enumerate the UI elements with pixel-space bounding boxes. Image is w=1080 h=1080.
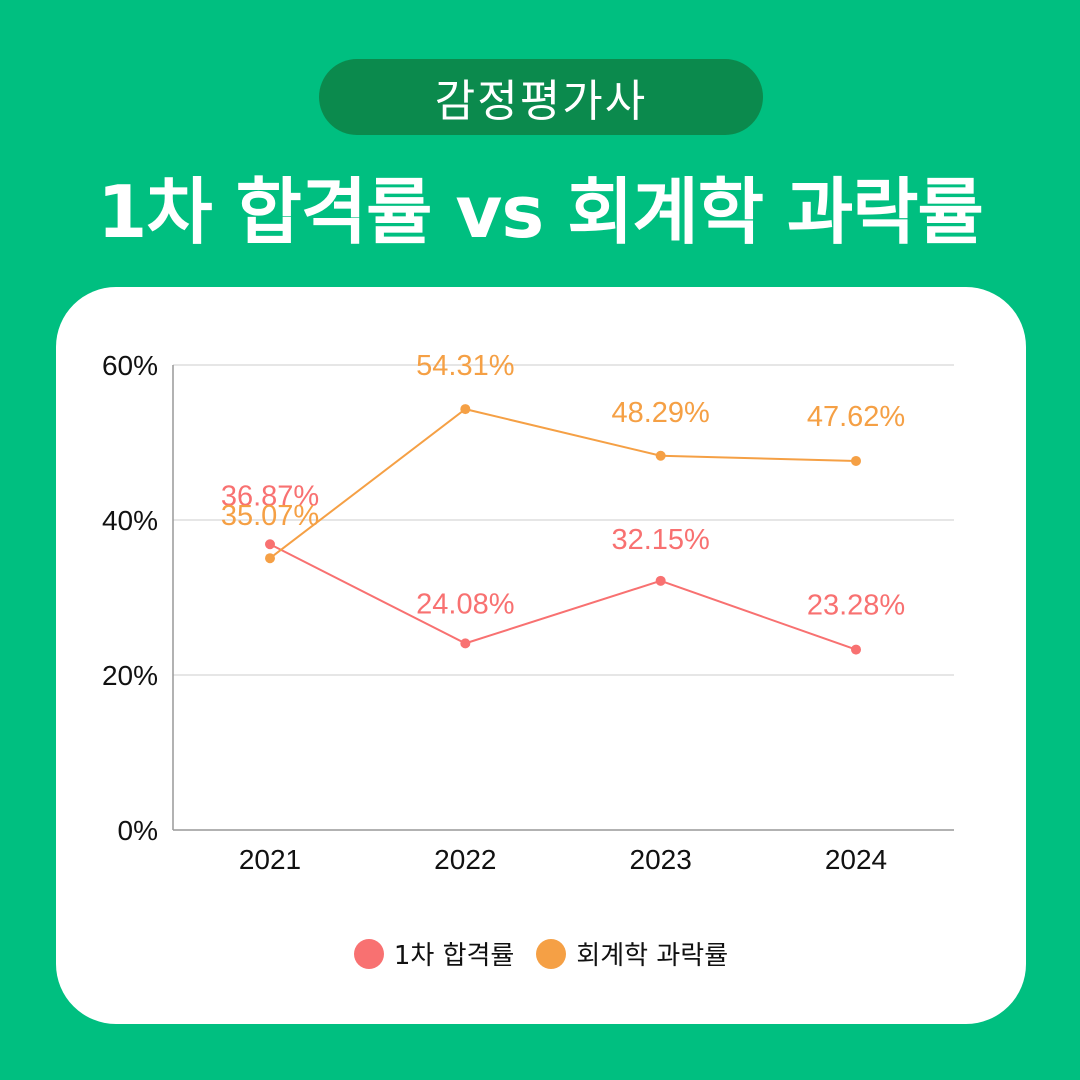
category-badge: 감정평가사 [319,59,763,135]
x-tick-label: 2023 [630,844,692,875]
axis-layer: 0% 20% 40% 60% 2021 2022 2023 2024 [102,350,954,875]
series-line-0 [269,543,857,651]
data-point-s1-2024 [851,455,861,466]
series-points [265,404,861,655]
data-label-s0-2024: 23.28% [807,590,905,622]
line-chart: 0% 20% 40% 60% 2021 2022 2023 2024 36.87% 24.08%… [102,350,954,875]
y-tick-label: 60% [102,350,158,381]
data-label-s0-2021: 36.87% [221,480,319,512]
data-label-s1-2022: 54.31% [416,350,514,382]
data-labels: 36.87% 24.08% 32.15% 23.28% 35.07% 54.31% 48.2… [221,350,905,621]
data-label-s1-2021: 35.07% [221,500,319,532]
data-point-s0-2021 [265,539,275,550]
series-line-1 [269,408,857,560]
y-tick-label: 20% [102,660,158,691]
legend-marker-fail-rate [536,938,567,969]
data-point-s1-2022 [460,404,471,415]
grid-layer [173,364,954,676]
data-label-s1-2023: 48.29% [611,397,709,429]
legend-label-pass-rate: 1차 합격률 [393,941,515,971]
y-tick-label: 0% [118,815,158,846]
legend-label-fail-rate: 회계학 과락률 [576,941,729,971]
data-label-s0-2023: 32.15% [611,524,709,556]
legend-marker-pass-rate [353,938,384,969]
x-tick-label: 2024 [825,844,887,875]
chart-card: 0% 20% 40% 60% 2021 2022 2023 2024 36.87% 24.08%… [56,287,1026,1024]
y-tick-label: 40% [102,505,158,536]
legend-item-fail-rate: 회계학 과락률 [536,935,728,972]
data-point-s1-2021 [265,553,275,564]
page-title: 1차 합격률 vs 회계학 과락률 [97,170,984,254]
series-lines [269,408,857,651]
data-label-s1-2024: 47.62% [807,401,905,433]
chart-legend: 1차 합격률 회계학 과락률 [56,935,1026,972]
data-point-s0-2022 [460,638,471,649]
data-point-s1-2023 [655,450,666,461]
data-point-s0-2024 [851,644,861,655]
x-tick-label: 2022 [434,844,496,875]
x-tick-label: 2021 [239,844,301,875]
data-label-s0-2022: 24.08% [416,588,514,620]
data-point-s0-2023 [655,575,666,586]
legend-item-pass-rate: 1차 합격률 [353,935,515,972]
